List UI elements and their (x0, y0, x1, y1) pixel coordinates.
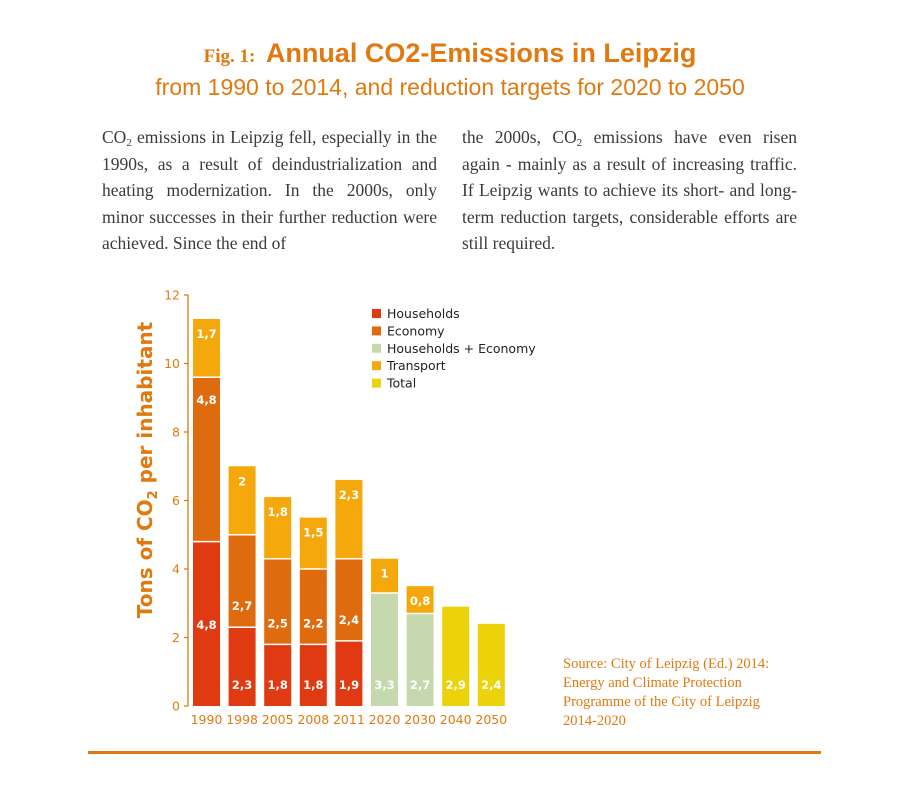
x-tick-label: 2020 (369, 712, 401, 727)
y-tick-label: 12 (164, 288, 180, 303)
y-tick-label: 0 (172, 699, 180, 714)
data-label: 1 (380, 567, 388, 581)
data-label: 1,8 (268, 678, 288, 692)
x-tick-label: 1990 (191, 712, 223, 727)
bar-segment (371, 558, 398, 593)
paragraph-left-text: emissions in Leipzig fell, especially in… (102, 127, 437, 253)
figure-title-text: Annual CO2-Emissions in Leipzig (265, 38, 697, 68)
bar-segment (335, 479, 363, 559)
y-tick-label: 10 (164, 356, 180, 371)
x-tick-label: 2040 (440, 712, 472, 727)
figure-subtitle: from 1990 to 2014, and reduction targets… (155, 74, 745, 100)
data-label: 2,2 (303, 616, 323, 630)
data-label: 1,7 (196, 327, 216, 341)
figure-label: Fig. 1: (203, 46, 256, 67)
y-axis-title-part: per inhabitant (133, 321, 157, 490)
data-label: 2,3 (339, 488, 359, 502)
data-label: 2,9 (446, 678, 466, 692)
bar-segment (264, 497, 292, 559)
data-label: 0,8 (410, 594, 430, 608)
legend-label: Total (386, 376, 416, 391)
bar-segment (299, 517, 327, 569)
intro-paragraph-right: the 2000s, CO2 emissions have even risen… (462, 124, 797, 257)
intro-paragraph-left: CO2 emissions in Leipzig fell, especiall… (102, 124, 437, 257)
bar-segment (299, 569, 327, 645)
data-label: 1,5 (303, 526, 323, 540)
co-text: CO (102, 127, 127, 147)
bottom-divider (88, 751, 821, 754)
bar-segment (406, 613, 434, 706)
y-axis-title-part: Tons of CO (133, 499, 157, 618)
source-line: Programme of the City of Leipzig (563, 694, 760, 710)
bar-segment (371, 592, 398, 706)
y-axis-title: Tons of CO2 per inhabitant (133, 321, 161, 618)
figure-title: Fig. 1: Annual CO2-Emissions in Leipzig (0, 38, 900, 69)
bar-segment (228, 466, 256, 535)
data-label: 3,3 (374, 678, 394, 692)
bar-segment (228, 627, 256, 706)
source-line: Source: City of Leipzig (Ed.) 2014: (563, 656, 770, 672)
legend-label: Economy (387, 323, 445, 338)
x-tick-label: 2030 (404, 712, 436, 727)
bar-segment (299, 644, 327, 706)
bar-segment (264, 644, 292, 706)
y-tick-label: 4 (172, 562, 180, 577)
y-tick-label: 8 (172, 425, 180, 440)
data-label: 2,7 (410, 678, 430, 692)
data-label: 2,7 (232, 599, 252, 613)
x-tick-label: 1998 (226, 712, 258, 727)
legend-swatch (372, 343, 381, 353)
data-label: 4,8 (196, 393, 216, 407)
data-label: 2,5 (268, 616, 288, 630)
bar-segment (406, 586, 434, 614)
legend-label: Households (387, 306, 460, 321)
paragraph-right-text-a: the 2000s, CO (462, 127, 577, 147)
source-line: 2014-2020 (563, 713, 626, 729)
x-tick-label: 2050 (475, 712, 507, 727)
legend-label: Households + Economy (387, 341, 536, 356)
x-tick-label: 2005 (262, 712, 294, 727)
legend-label: Transport (386, 358, 446, 373)
subscript-2: 2 (126, 137, 132, 149)
source-line: Energy and Climate Protection (563, 675, 742, 691)
legend-swatch (372, 361, 381, 371)
bar-segment (477, 623, 505, 706)
bar-segment (193, 377, 220, 542)
source-note: Source: City of Leipzig (Ed.) 2014: Ener… (563, 655, 793, 731)
x-tick-label: 2011 (333, 712, 365, 727)
bar-segment (264, 558, 292, 645)
bar-segment (193, 541, 220, 706)
y-axis-title-subscript: 2 (146, 490, 161, 499)
bar-segment (442, 606, 470, 706)
bar-segment (335, 640, 363, 706)
y-tick-label: 2 (172, 630, 180, 645)
data-label: 1,8 (303, 678, 323, 692)
bar-segment (335, 558, 363, 641)
data-label: 4,8 (196, 618, 216, 632)
y-tick-label: 6 (172, 493, 180, 508)
bar-segment (228, 534, 256, 628)
legend-swatch (372, 309, 381, 318)
data-label: 2,4 (339, 613, 359, 627)
bar-segment (193, 318, 220, 378)
data-label: 2,3 (232, 678, 252, 692)
data-label: 1,9 (339, 678, 359, 692)
data-label: 2 (238, 474, 246, 488)
legend-swatch (372, 326, 381, 336)
x-tick-label: 2008 (297, 712, 329, 727)
legend-swatch (372, 378, 381, 388)
subscript-2: 2 (576, 137, 583, 149)
data-label: 1,8 (268, 505, 288, 519)
data-label: 2,4 (481, 678, 501, 692)
paragraph-right-text-b: emissions have even risen again - mainly… (462, 127, 798, 253)
